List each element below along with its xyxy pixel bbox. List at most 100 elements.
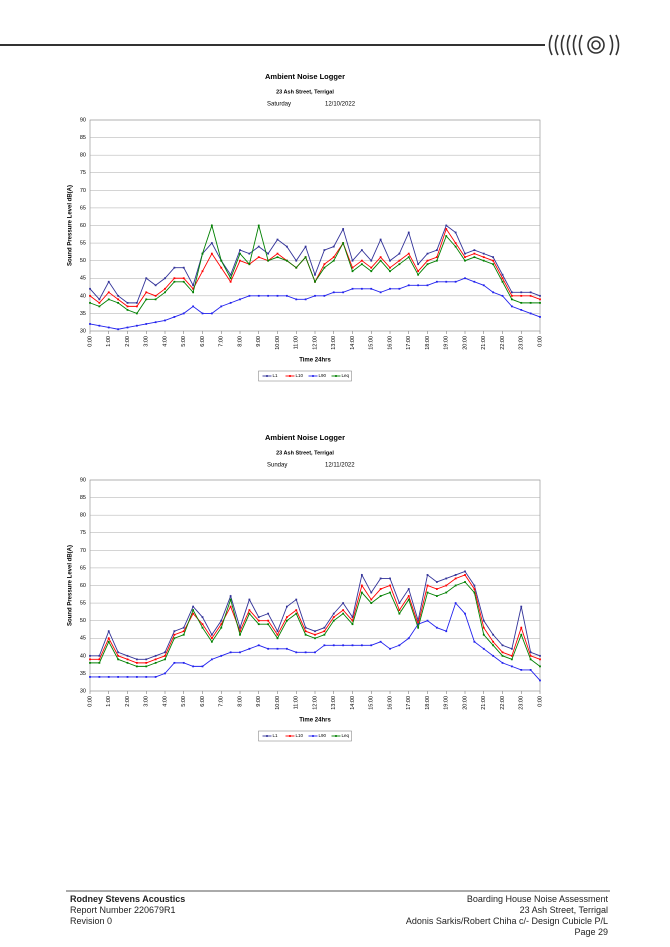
point-marker	[360, 574, 363, 576]
point-marker	[126, 326, 129, 329]
point-marker	[379, 595, 382, 597]
point-marker	[445, 577, 448, 580]
series-line	[90, 602, 541, 681]
series-line	[90, 574, 541, 664]
point-marker	[285, 616, 288, 619]
point-marker	[510, 647, 513, 650]
point-marker	[398, 263, 401, 266]
y-tick-label: 75	[80, 530, 86, 536]
point-marker	[454, 584, 457, 587]
point-marker	[192, 612, 195, 615]
point-marker	[248, 609, 251, 612]
point-marker	[501, 277, 504, 280]
point-marker	[407, 588, 410, 590]
legend-label: L90	[319, 733, 327, 738]
legend-marker	[289, 735, 291, 737]
point-marker	[520, 605, 523, 608]
point-marker	[510, 294, 513, 297]
point-marker	[295, 266, 298, 269]
point-marker	[89, 323, 91, 325]
point-marker	[445, 224, 448, 227]
point-marker	[248, 263, 251, 266]
point-marker	[370, 598, 373, 601]
point-marker	[285, 647, 288, 650]
point-marker	[398, 609, 401, 612]
point-marker	[314, 630, 316, 633]
point-marker	[192, 291, 195, 294]
point-marker	[210, 252, 213, 255]
point-marker	[332, 256, 335, 259]
point-marker	[135, 676, 138, 678]
y-tick-label: 85	[80, 135, 86, 141]
point-marker	[360, 263, 363, 266]
point-marker	[473, 280, 476, 283]
y-tick-label: 35	[80, 671, 86, 677]
point-marker	[173, 316, 176, 318]
point-marker	[164, 291, 166, 294]
y-tick-label: 40	[80, 293, 86, 299]
point-marker	[164, 672, 166, 675]
point-marker	[98, 654, 101, 657]
point-marker	[501, 273, 504, 276]
point-marker	[417, 619, 420, 622]
point-marker	[295, 612, 298, 615]
point-marker	[417, 273, 420, 276]
point-marker	[173, 266, 176, 269]
x-tick-label: 12:00	[312, 336, 318, 350]
point-marker	[89, 676, 91, 678]
point-marker	[295, 259, 298, 262]
point-marker	[98, 305, 101, 308]
legend-label: L10	[296, 733, 304, 738]
point-marker	[117, 654, 120, 657]
point-marker	[164, 651, 166, 654]
x-tick-label: 10:00	[275, 336, 281, 350]
point-marker	[285, 259, 288, 262]
legend-marker	[335, 735, 337, 737]
point-marker	[267, 612, 270, 615]
point-marker	[417, 284, 420, 287]
point-marker	[398, 612, 401, 615]
point-marker	[323, 630, 326, 633]
point-marker	[267, 252, 270, 255]
point-marker	[98, 676, 101, 678]
x-tick-label: 9:00	[256, 696, 262, 707]
point-marker	[510, 305, 513, 308]
point-marker	[257, 619, 260, 622]
point-marker	[389, 266, 391, 269]
point-marker	[295, 598, 298, 601]
point-marker	[117, 676, 120, 678]
point-marker	[454, 602, 457, 604]
point-marker	[314, 633, 316, 636]
x-tick-label: 3:00	[144, 336, 150, 347]
point-marker	[360, 591, 363, 594]
point-marker	[351, 619, 354, 622]
point-marker	[492, 263, 495, 266]
x-tick-label: 17:00	[406, 696, 412, 710]
point-marker	[501, 644, 504, 647]
point-marker	[482, 626, 485, 629]
y-tick-label: 65	[80, 565, 86, 571]
x-tick-label: 19:00	[444, 336, 450, 350]
x-tick-label: 5:00	[181, 696, 187, 707]
point-marker	[435, 595, 438, 597]
x-tick-label: 0:00	[87, 336, 93, 347]
doc-title: Boarding House Noise Assessment	[466, 894, 608, 904]
point-marker	[164, 287, 166, 290]
point-marker	[379, 588, 382, 590]
y-axis-label: Sound Pressure Level dB(A)	[68, 545, 74, 626]
point-marker	[417, 623, 420, 626]
point-marker	[135, 312, 138, 315]
point-marker	[389, 647, 391, 650]
company: Rodney Stevens Acoustics	[70, 894, 186, 904]
point-marker	[510, 654, 513, 657]
point-marker	[473, 640, 476, 643]
legend-label: L1	[273, 733, 279, 738]
point-marker	[220, 266, 223, 269]
point-marker	[98, 324, 101, 327]
point-marker	[426, 252, 429, 255]
point-marker	[267, 259, 270, 262]
point-marker	[389, 577, 391, 580]
point-marker	[192, 305, 195, 308]
point-marker	[482, 633, 485, 636]
